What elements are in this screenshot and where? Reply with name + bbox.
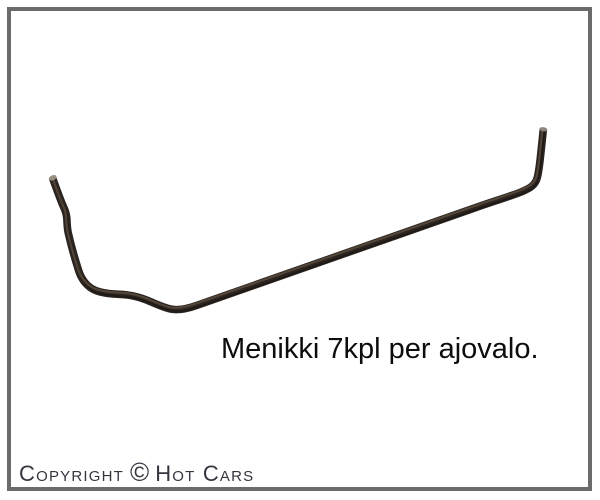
copyright-brand-label: Hot Cars <box>155 461 255 486</box>
copyright-prefix-label: Copyright <box>19 461 125 486</box>
copyright-symbol-icon: © <box>130 457 150 487</box>
caption-text: Menikki 7kpl per ajovalo. <box>221 333 539 365</box>
image-frame <box>7 7 592 491</box>
copyright-watermark: Copyright © Hot Cars <box>19 459 254 487</box>
